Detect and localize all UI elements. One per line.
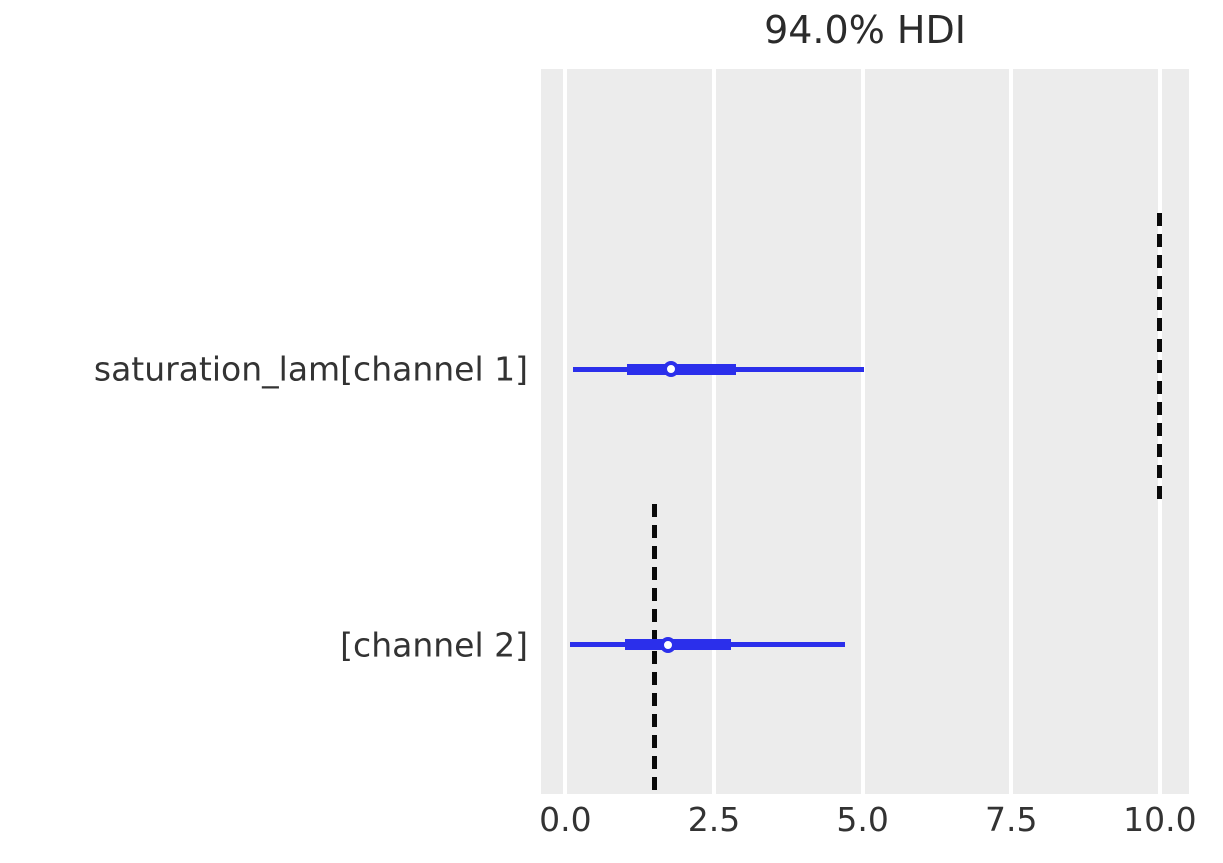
x-tick-label: 10.0 — [1123, 800, 1197, 839]
x-tick-label: 7.5 — [984, 800, 1038, 839]
gridline — [860, 69, 865, 794]
gridline — [1009, 69, 1014, 794]
gridline — [711, 69, 716, 794]
reference-dashed-line — [1157, 213, 1163, 505]
plot-area — [541, 69, 1189, 794]
median-point-marker — [660, 636, 677, 653]
x-tick-label: 2.5 — [687, 800, 741, 839]
x-tick-label: 0.0 — [539, 800, 592, 839]
y-axis-label: saturation_lam[channel 1] — [93, 349, 528, 389]
gridline — [563, 69, 568, 794]
median-point-marker — [662, 361, 679, 378]
y-axis-label: [channel 2] — [340, 625, 528, 665]
x-tick-label: 5.0 — [836, 800, 889, 839]
plot-title: 94.0% HDI — [764, 8, 966, 52]
quartile-interval-line — [625, 639, 731, 651]
quartile-interval-line — [626, 363, 736, 375]
